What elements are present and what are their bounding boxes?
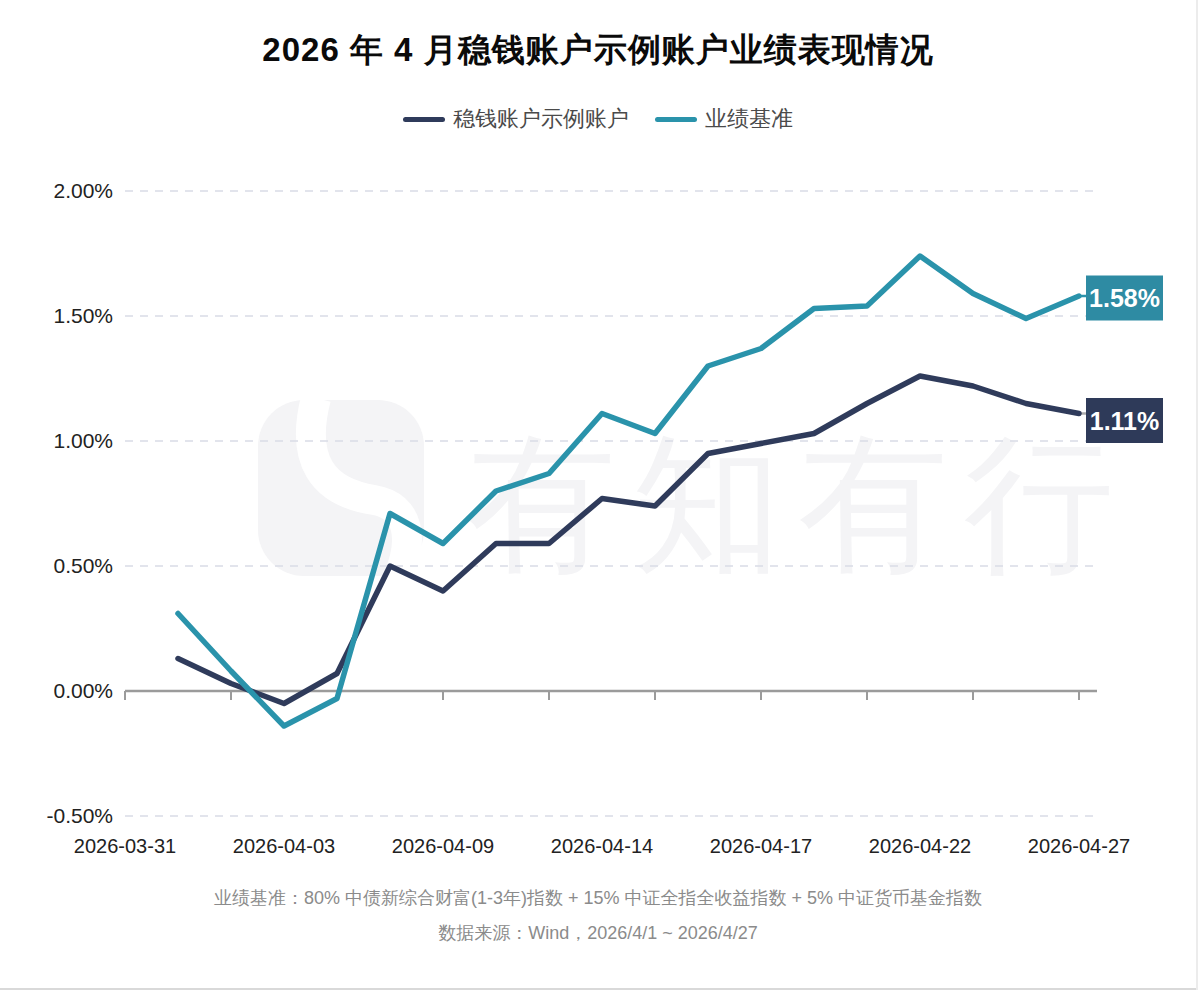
x-axis-label: 2026-04-03	[233, 835, 335, 857]
x-axis-label: 2026-04-09	[392, 835, 494, 857]
y-axis-label: 1.50%	[53, 304, 113, 327]
performance-line-chart: 2.00% 1.50% 1.00% 0.50% 0.00% -0.50% 2026-03-3…	[0, 0, 1198, 990]
y-axis-label: 2.00%	[53, 179, 113, 202]
y-axis-label: 0.50%	[53, 554, 113, 577]
end-value-label: 1.11%	[1090, 407, 1160, 435]
end-value-label: 1.58%	[1089, 284, 1160, 312]
y-axis-label: 1.00%	[53, 429, 113, 452]
x-axis-label: 2026-04-22	[869, 835, 971, 857]
x-axis-label: 2026-04-14	[551, 835, 653, 857]
x-axis-label: 2026-04-27	[1028, 835, 1130, 857]
x-axis-label: 2026-03-31	[74, 835, 176, 857]
data-source-note: 数据来源：Wind，2026/4/1 ~ 2026/4/27	[0, 921, 1196, 945]
performance-chart-page: 2026 年 4 月稳钱账户示例账户业绩表现情况 稳钱账户示例账户 业绩基准 有…	[0, 0, 1198, 990]
y-axis-label: 0.00%	[53, 679, 113, 702]
x-axis-label: 2026-04-17	[710, 835, 812, 857]
y-axis-label: -0.50%	[46, 804, 113, 827]
benchmark-series-line	[178, 256, 1079, 726]
benchmark-definition-note: 业绩基准：80% 中债新综合财富(1-3年)指数 + 15% 中证全指全收益指数…	[0, 886, 1196, 910]
